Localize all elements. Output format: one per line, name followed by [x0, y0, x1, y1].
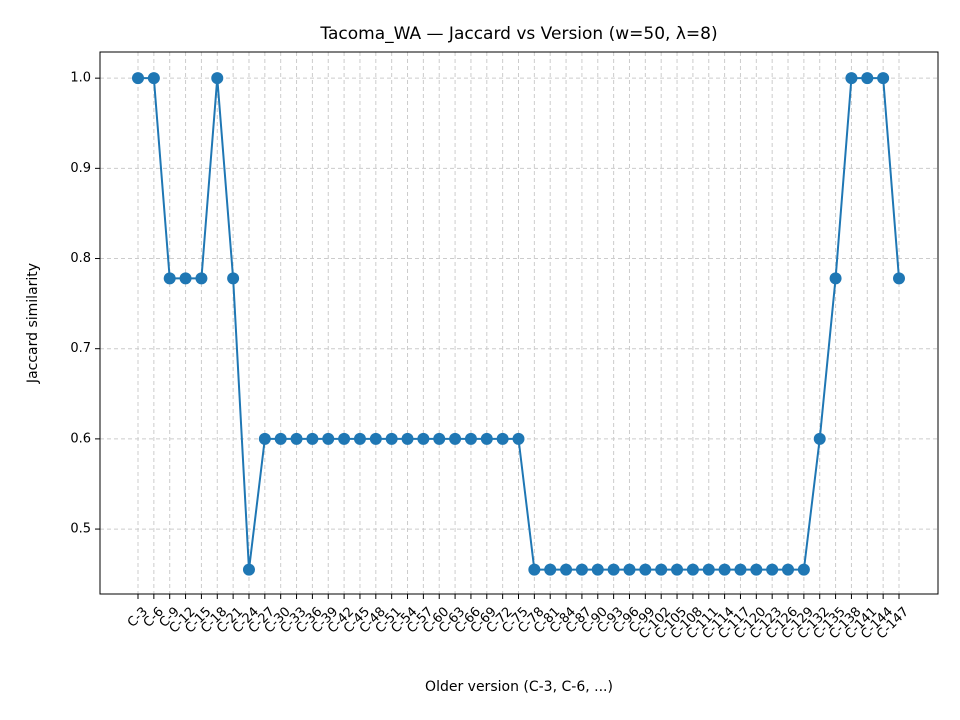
- x-axis-label: Older version (C-3, C-6, ...): [425, 679, 613, 695]
- y-tick-label: 0.7: [70, 341, 91, 356]
- marker: [306, 432, 319, 445]
- marker: [417, 432, 430, 445]
- marker: [845, 72, 858, 85]
- marker: [560, 563, 573, 576]
- marker: [258, 432, 271, 445]
- marker: [607, 563, 620, 576]
- marker: [718, 563, 731, 576]
- marker: [512, 432, 525, 445]
- marker: [195, 272, 208, 285]
- marker: [797, 563, 810, 576]
- marker: [686, 563, 699, 576]
- y-tick-label: 0.5: [70, 522, 91, 537]
- marker: [242, 563, 255, 576]
- marker: [385, 432, 398, 445]
- marker: [782, 563, 795, 576]
- y-tick-label: 0.9: [70, 161, 91, 176]
- marker: [813, 432, 826, 445]
- marker: [734, 563, 747, 576]
- marker: [544, 563, 557, 576]
- marker: [655, 563, 668, 576]
- marker: [433, 432, 446, 445]
- chart-title: Tacoma_WA — Jaccard vs Version (w=50, λ=…: [319, 24, 717, 44]
- marker: [575, 563, 588, 576]
- marker: [591, 563, 604, 576]
- marker: [274, 432, 287, 445]
- marker: [702, 563, 715, 576]
- marker: [163, 272, 176, 285]
- marker: [766, 563, 779, 576]
- marker: [322, 432, 335, 445]
- marker: [211, 72, 224, 85]
- marker: [464, 432, 477, 445]
- y-tick-label: 1.0: [70, 71, 91, 86]
- marker: [401, 432, 414, 445]
- marker: [671, 563, 684, 576]
- marker: [877, 72, 890, 85]
- marker: [861, 72, 874, 85]
- marker: [353, 432, 366, 445]
- marker: [227, 272, 240, 285]
- marker: [750, 563, 763, 576]
- marker: [449, 432, 462, 445]
- marker: [290, 432, 303, 445]
- marker: [369, 432, 382, 445]
- marker: [480, 432, 493, 445]
- y-tick-label: 0.6: [70, 431, 91, 446]
- marker: [623, 563, 636, 576]
- marker: [132, 72, 144, 85]
- marker: [528, 563, 541, 576]
- marker: [147, 72, 160, 85]
- marker: [496, 432, 509, 445]
- y-axis-label: Jaccard similarity: [25, 263, 41, 384]
- plot-frame: [99, 51, 939, 595]
- marker: [179, 272, 192, 285]
- marker: [829, 272, 842, 285]
- marker: [338, 432, 351, 445]
- marker: [639, 563, 652, 576]
- y-tick-label: 0.8: [70, 251, 91, 266]
- marker: [893, 272, 905, 285]
